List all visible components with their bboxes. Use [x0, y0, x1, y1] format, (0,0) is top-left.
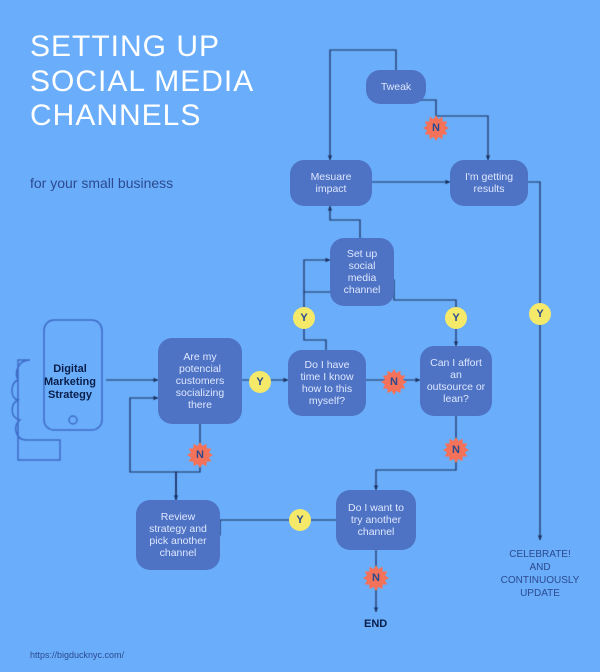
badge-y-2: Y: [445, 307, 467, 329]
page-title: SETTING UP SOCIAL MEDIA CHANNELS: [30, 30, 260, 134]
badge-n-8: N: [420, 112, 452, 144]
node-review: Review strategy and pick another channel: [136, 500, 220, 570]
node-another: Do I want to try another channel: [336, 490, 416, 550]
badge-n-6: N: [378, 366, 410, 398]
node-results: I'm getting results: [450, 160, 528, 206]
footer-url: https://bigducknyc.com/: [30, 650, 124, 660]
node-affort: Can I affort an outsource or lean?: [420, 346, 492, 416]
page-subtitle: for your small business: [30, 175, 173, 191]
badge-n-7: N: [440, 434, 472, 466]
badge-y-0: Y: [249, 371, 271, 393]
badge-y-4: Y: [529, 303, 551, 325]
badge-y-1: Y: [293, 307, 315, 329]
badge-n-9: N: [360, 562, 392, 594]
node-are_my: Are my potencial customers socializing t…: [158, 338, 242, 424]
node-set_up: Set up social media channel: [330, 238, 394, 306]
node-tweak: Tweak: [366, 70, 426, 104]
celebrate-text: CELEBRATE!ANDCONTINUOUSLYUPDATE: [490, 548, 590, 600]
badge-y-3: Y: [289, 509, 311, 531]
end-label: END: [364, 618, 387, 630]
start-label: DigitalMarketingStrategy: [35, 363, 105, 403]
node-do_time: Do I have time I know how to this myself…: [288, 350, 366, 416]
badge-n-5: N: [184, 439, 216, 471]
node-mesuare: Mesuare impact: [290, 160, 372, 206]
